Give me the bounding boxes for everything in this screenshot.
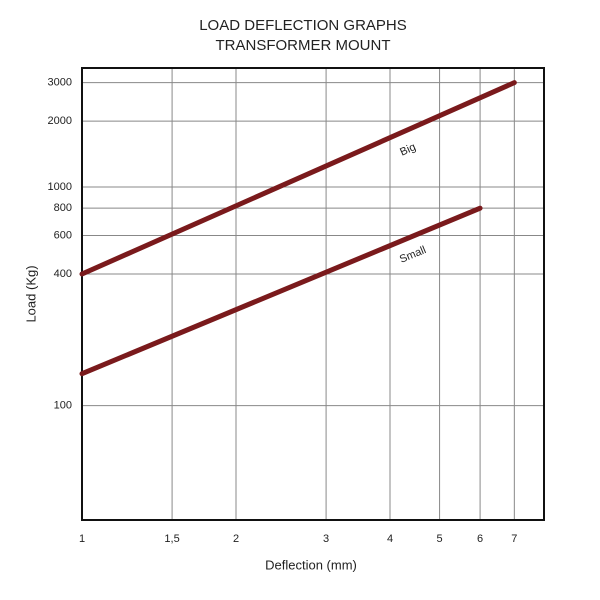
y-tick-label: 100: [54, 400, 72, 412]
x-tick-label: 2: [233, 533, 239, 545]
x-tick-label: 4: [387, 533, 393, 545]
y-tick-label: 1000: [48, 181, 72, 193]
series-label: Big: [398, 141, 417, 158]
x-tick-label: 6: [477, 533, 483, 545]
y-axis-label: Load (Kg): [23, 265, 38, 322]
plot-frame: [81, 67, 545, 521]
y-tick-label: 800: [54, 202, 72, 214]
x-axis-label: Deflection (mm): [265, 557, 357, 572]
x-tick-label: 7: [511, 533, 517, 545]
y-tick-label: 2000: [48, 115, 72, 127]
series-label: Small: [398, 244, 428, 266]
chart-subtitle: TRANSFORMER MOUNT: [216, 37, 391, 54]
y-tick-label: 3000: [48, 77, 72, 89]
x-tick-label: 1: [79, 533, 85, 545]
x-tick-label: 1,5: [164, 533, 179, 545]
x-tick-label: 5: [437, 533, 443, 545]
data-line: [79, 205, 483, 377]
y-tick-label: 400: [54, 268, 72, 280]
chart-title: LOAD DEFLECTION GRAPHS: [199, 17, 407, 34]
data-line: [79, 80, 517, 277]
x-tick-label: 3: [323, 533, 329, 545]
y-tick-label: 600: [54, 229, 72, 241]
